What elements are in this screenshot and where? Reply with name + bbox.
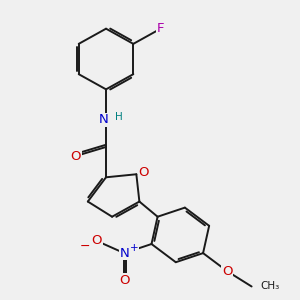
Text: −: − — [80, 240, 91, 253]
Text: O: O — [119, 274, 130, 287]
Text: CH₃: CH₃ — [261, 281, 280, 292]
Text: O: O — [70, 150, 81, 163]
Text: O: O — [139, 166, 149, 179]
Text: F: F — [157, 22, 164, 35]
Text: O: O — [92, 235, 102, 248]
Text: +: + — [130, 243, 138, 253]
Text: N: N — [99, 113, 109, 126]
Text: N: N — [119, 247, 129, 260]
Text: O: O — [222, 265, 232, 278]
Text: H: H — [115, 112, 123, 122]
